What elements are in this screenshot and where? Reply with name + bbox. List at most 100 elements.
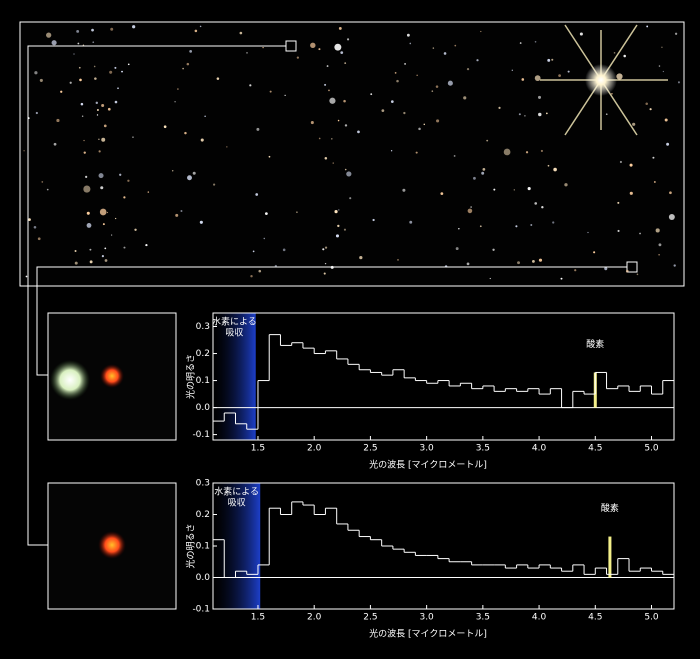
star xyxy=(545,112,548,115)
star xyxy=(337,119,340,122)
star xyxy=(381,109,385,112)
y-tick-label: 0.0 xyxy=(196,573,211,583)
star xyxy=(121,70,123,73)
star xyxy=(463,96,467,100)
star xyxy=(470,206,472,208)
star xyxy=(182,67,184,70)
star xyxy=(318,137,321,140)
band-label: 吸収 xyxy=(225,327,243,339)
galaxy-blob xyxy=(100,364,124,388)
star xyxy=(574,269,577,272)
plot-frame xyxy=(212,482,675,610)
x-axis-label: 光の波長 [マイクロメートル] xyxy=(369,459,487,471)
star xyxy=(99,208,107,216)
band-label: 水素による xyxy=(212,316,257,328)
star xyxy=(216,77,220,80)
star xyxy=(534,40,537,43)
star xyxy=(340,51,344,55)
band-label: 水素による xyxy=(214,486,259,498)
star xyxy=(498,106,501,110)
star xyxy=(53,142,57,146)
star xyxy=(343,228,347,231)
plot-frame xyxy=(212,312,675,441)
galaxy-blob xyxy=(98,531,126,559)
x-tick-label: 3.0 xyxy=(419,444,434,454)
star xyxy=(82,44,85,46)
star xyxy=(629,163,633,167)
x-tick-label: 1.5 xyxy=(251,444,265,454)
star xyxy=(324,262,327,265)
star xyxy=(344,124,348,127)
star xyxy=(418,127,421,131)
star xyxy=(540,149,544,153)
star xyxy=(110,27,114,31)
star xyxy=(322,248,325,251)
star xyxy=(396,79,399,83)
star xyxy=(611,92,613,95)
star xyxy=(481,171,485,175)
star xyxy=(174,101,176,103)
star xyxy=(547,164,550,167)
star xyxy=(587,231,589,234)
star xyxy=(39,78,43,82)
star xyxy=(269,90,272,93)
band-label: 吸収 xyxy=(228,497,246,509)
star xyxy=(268,155,271,158)
y-tick-label: -0.1 xyxy=(192,605,210,615)
y-tick-label: 0.1 xyxy=(196,376,210,386)
star xyxy=(323,272,326,275)
star xyxy=(296,211,298,213)
x-tick-label: 1.5 xyxy=(251,613,265,623)
star xyxy=(492,248,495,251)
bright-star xyxy=(585,64,617,96)
star xyxy=(415,151,418,154)
star xyxy=(629,191,633,195)
star xyxy=(390,150,393,152)
star xyxy=(184,131,187,135)
star xyxy=(653,181,656,183)
star xyxy=(60,90,63,93)
star xyxy=(132,136,134,138)
star xyxy=(605,113,608,116)
star xyxy=(199,220,203,224)
y-tick-label: 0.0 xyxy=(196,403,211,413)
star xyxy=(673,264,676,267)
star xyxy=(473,176,476,180)
star xyxy=(664,118,668,122)
star xyxy=(357,130,360,134)
star xyxy=(199,25,202,28)
star xyxy=(111,234,113,236)
star xyxy=(123,196,126,199)
star xyxy=(423,123,426,126)
star xyxy=(83,185,91,193)
star xyxy=(402,188,406,192)
y-axis-label: 光の明るさ xyxy=(185,523,197,568)
y-tick-label: 0.2 xyxy=(196,510,210,520)
y-tick-label: 0.3 xyxy=(196,322,210,332)
star xyxy=(530,224,533,226)
star xyxy=(194,29,198,33)
connector xyxy=(36,266,627,376)
star xyxy=(467,208,473,214)
star xyxy=(329,97,336,104)
star xyxy=(284,94,286,96)
x-tick-label: 2.0 xyxy=(307,444,322,454)
star xyxy=(80,102,84,106)
star xyxy=(551,58,554,61)
star xyxy=(103,124,107,128)
star xyxy=(189,49,193,53)
star xyxy=(617,201,620,204)
star xyxy=(25,275,28,278)
star xyxy=(250,274,253,278)
star xyxy=(119,173,122,176)
star xyxy=(96,108,99,112)
star xyxy=(515,225,518,228)
star xyxy=(252,250,255,253)
star xyxy=(390,100,394,103)
star xyxy=(649,108,652,111)
star xyxy=(447,80,453,86)
star xyxy=(100,186,104,190)
star xyxy=(558,74,561,78)
star xyxy=(28,218,31,221)
